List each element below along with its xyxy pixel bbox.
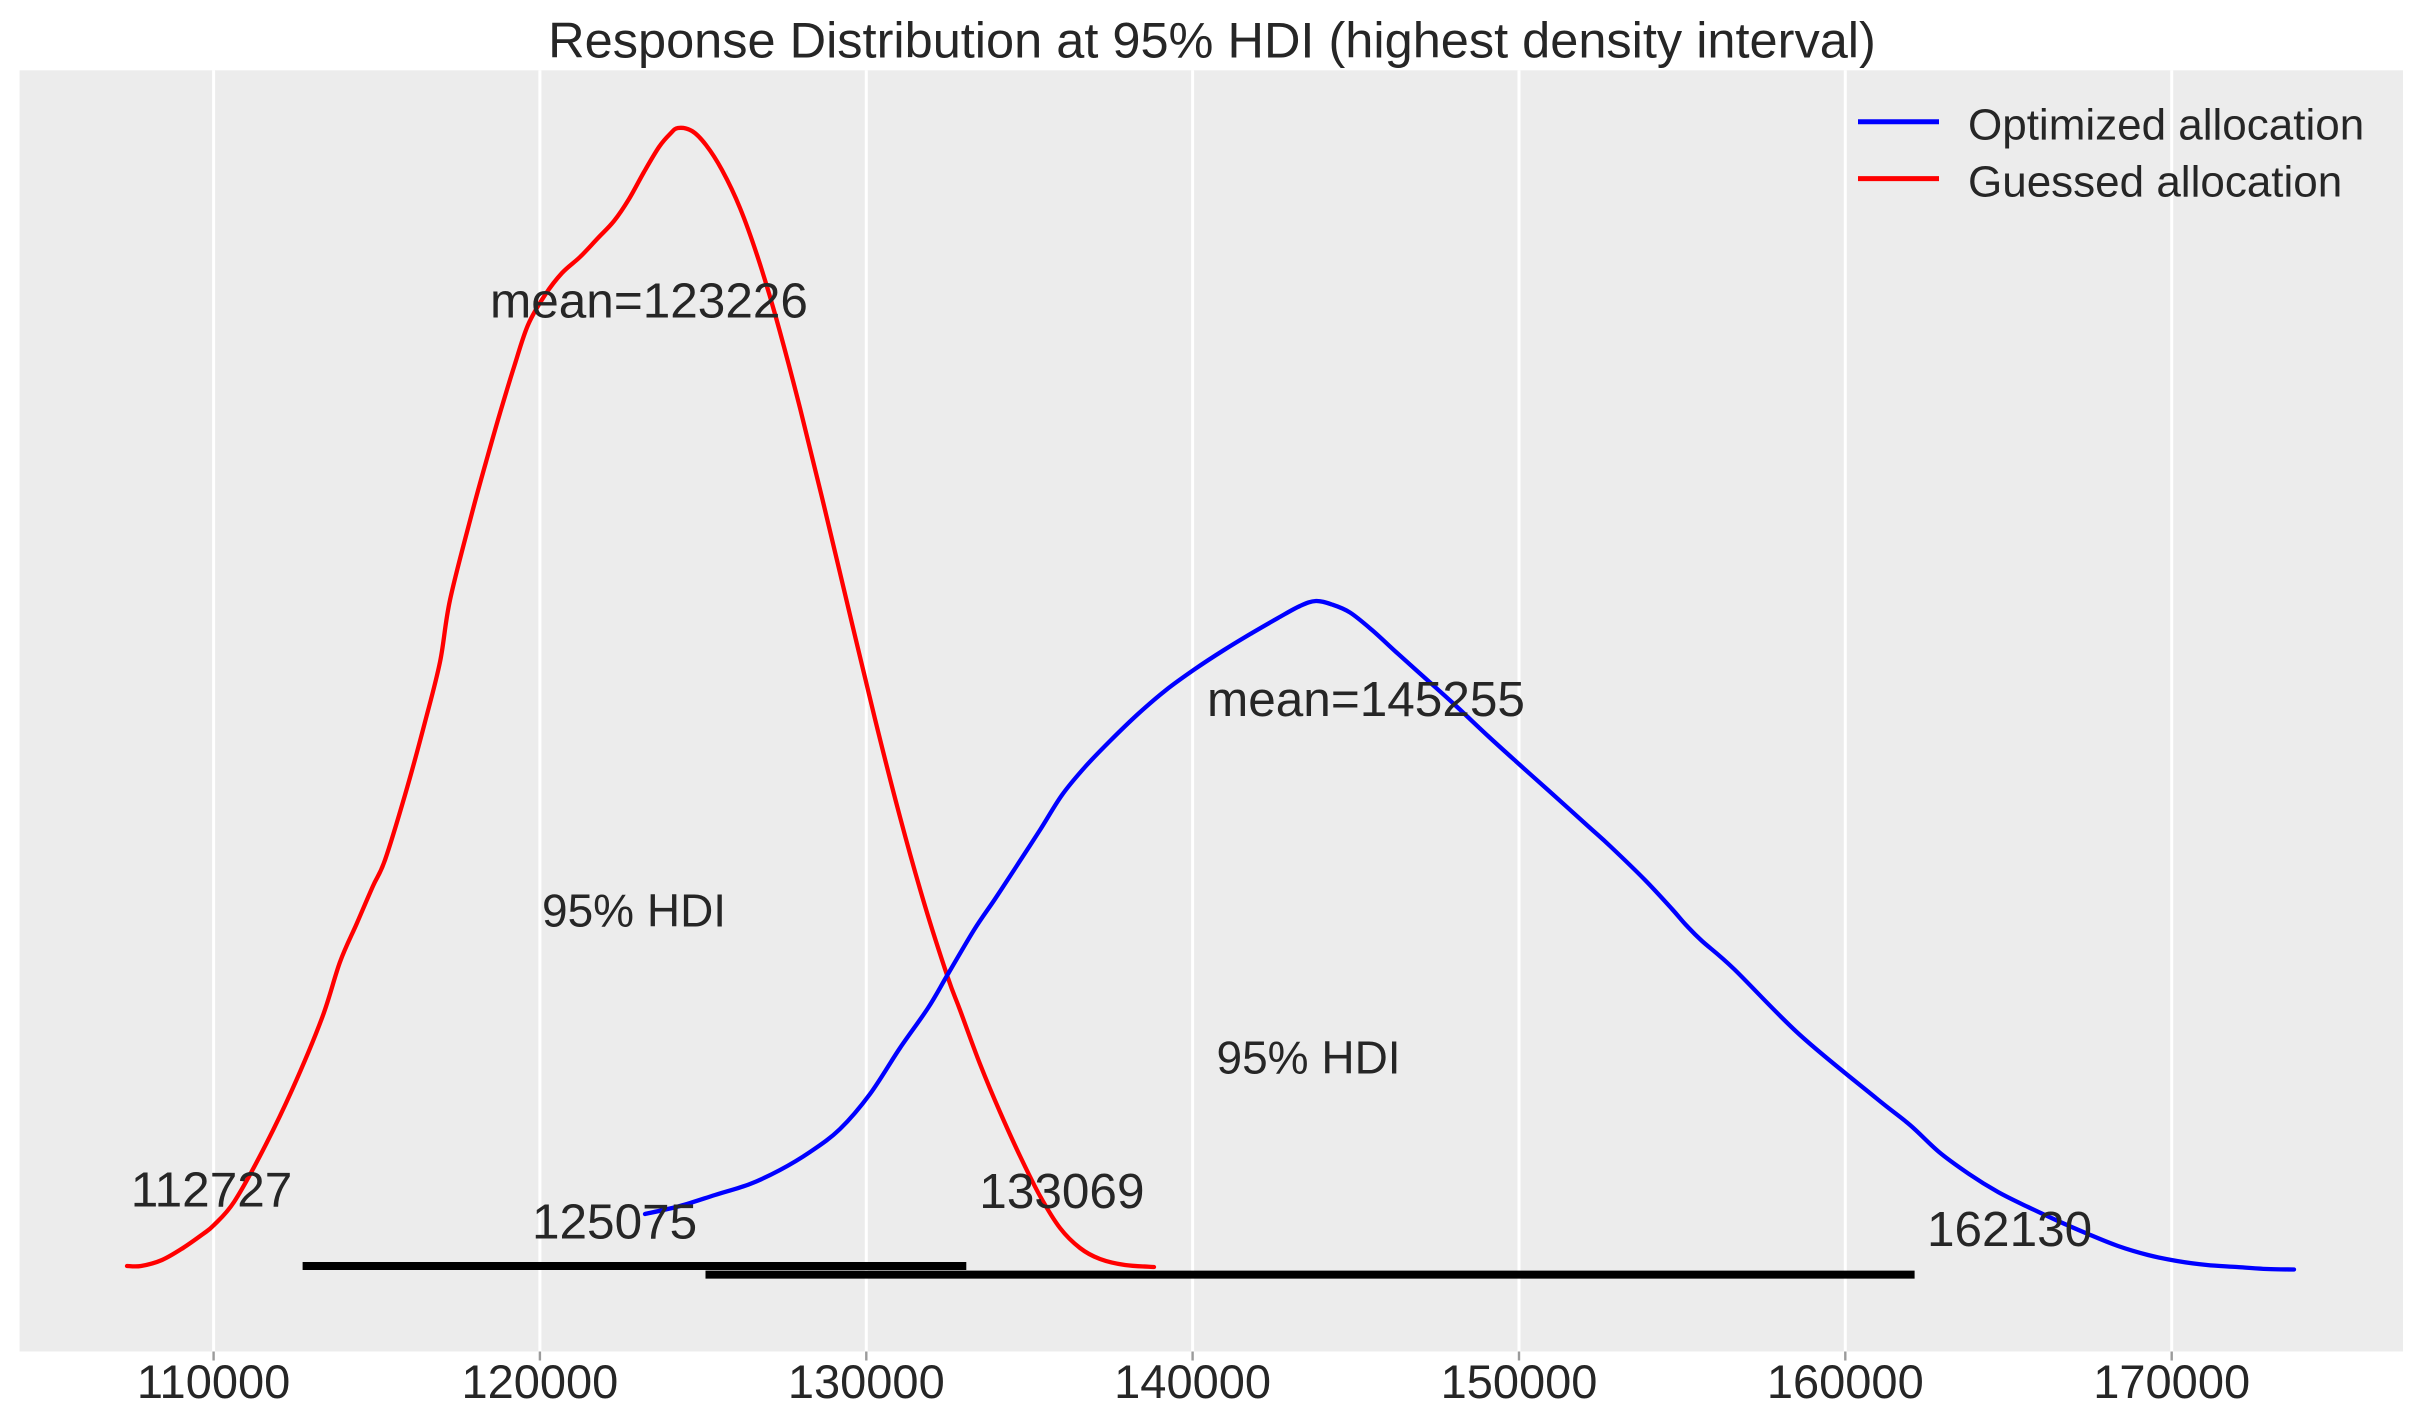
svg-text:110000: 110000 bbox=[137, 1355, 290, 1408]
svg-text:150000: 150000 bbox=[1441, 1355, 1598, 1408]
svg-text:133069: 133069 bbox=[979, 1164, 1144, 1219]
svg-text:95% HDI: 95% HDI bbox=[1217, 1032, 1401, 1084]
svg-text:130000: 130000 bbox=[788, 1355, 945, 1408]
svg-text:Response Distribution at 95% H: Response Distribution at 95% HDI (highes… bbox=[548, 12, 1876, 69]
svg-text:125075: 125075 bbox=[532, 1195, 697, 1250]
svg-text:Optimized allocation: Optimized allocation bbox=[1968, 101, 2364, 150]
svg-text:120000: 120000 bbox=[461, 1355, 618, 1408]
svg-text:162130: 162130 bbox=[1927, 1202, 2092, 1257]
svg-text:112727: 112727 bbox=[131, 1163, 293, 1218]
svg-text:Guessed allocation: Guessed allocation bbox=[1968, 158, 2342, 207]
svg-text:95% HDI: 95% HDI bbox=[542, 885, 726, 937]
svg-text:170000: 170000 bbox=[2093, 1355, 2250, 1408]
svg-text:140000: 140000 bbox=[1114, 1355, 1271, 1408]
svg-text:mean=145255: mean=145255 bbox=[1207, 672, 1525, 727]
svg-text:160000: 160000 bbox=[1767, 1355, 1924, 1408]
svg-text:mean=123226: mean=123226 bbox=[490, 274, 808, 329]
